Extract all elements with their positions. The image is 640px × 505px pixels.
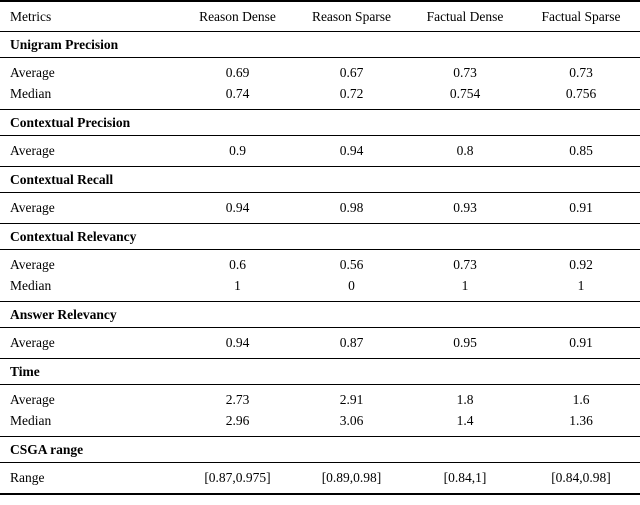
cell-value: 0.95 (453, 335, 477, 350)
cell-value: 0.93 (453, 200, 477, 215)
cell-value: 0.8 (456, 143, 474, 158)
cell-value: 0.91 (569, 335, 593, 350)
cell-value: 0.73 (569, 65, 593, 80)
column-header-factual-dense: Factual Dense (408, 1, 522, 32)
table-row: Average 0.6 0.56 0.73 0.92 (0, 250, 640, 276)
table-header-row: Metrics Reason Dense Reason Sparse Factu… (0, 1, 640, 32)
cell-value: 1.36 (569, 413, 593, 428)
cell-value: 0 (348, 278, 355, 293)
section-title-row: Contextual Precision (0, 109, 640, 136)
cell-value: 1.4 (456, 413, 474, 428)
cell-value: 0.73 (453, 65, 477, 80)
cell-value: 1 (577, 278, 585, 293)
row-label: Range (10, 470, 45, 485)
cell-value: 0.94 (339, 143, 364, 158)
cell-value: 0.67 (339, 65, 364, 80)
cell-value: 1.8 (456, 392, 474, 407)
section-title: Contextual Recall (0, 166, 640, 193)
cell-value: 0.72 (339, 86, 364, 101)
cell-value: 2.73 (225, 392, 250, 407)
table-row: Average 0.94 0.98 0.93 0.91 (0, 193, 640, 224)
cell-value: 0.73 (453, 257, 477, 272)
cell-value: 0.98 (339, 200, 364, 215)
column-header-reason-dense: Reason Dense (180, 1, 295, 32)
cell-value: 0.94 (225, 200, 250, 215)
section-unigram-precision: Unigram Precision Average 0.69 0.67 0.73… (0, 31, 640, 110)
table-row: Median 0.74 0.72 0.754 0.756 (0, 83, 640, 110)
section-title-row: Contextual Recall (0, 166, 640, 193)
cell-value: 0.92 (569, 257, 593, 272)
column-header-factual-sparse: Factual Sparse (522, 1, 640, 32)
row-label: Median (10, 413, 52, 428)
cell-value: [0.84,0.98] (551, 470, 611, 485)
row-label: Median (10, 278, 52, 293)
cell-value: 1 (461, 278, 469, 293)
row-label: Median (10, 86, 52, 101)
section-title: Time (0, 358, 640, 385)
cell-value: 1 (234, 278, 241, 293)
section-csga-range: CSGA range Range [0.87,0.975] [0.89,0.98… (0, 436, 640, 495)
cell-value: [0.84,1] (443, 470, 487, 485)
section-title-row: Contextual Relevancy (0, 223, 640, 250)
section-answer-relevancy: Answer Relevancy Average 0.94 0.87 0.95 … (0, 301, 640, 359)
row-label: Average (10, 65, 55, 80)
table-row: Average 2.73 2.91 1.8 1.6 (0, 385, 640, 411)
section-contextual-relevancy: Contextual Relevancy Average 0.6 0.56 0.… (0, 223, 640, 302)
row-label: Average (10, 335, 55, 350)
section-title-row: Time (0, 358, 640, 385)
section-contextual-precision: Contextual Precision Average 0.9 0.94 0.… (0, 109, 640, 167)
row-label: Average (10, 392, 55, 407)
column-header-metrics: Metrics (0, 1, 180, 32)
row-label: Average (10, 257, 55, 272)
cell-value: 2.96 (225, 413, 250, 428)
cell-value: 0.87 (339, 335, 364, 350)
cell-value: 0.91 (569, 200, 593, 215)
cell-value: 0.56 (339, 257, 364, 272)
cell-value: 0.6 (229, 257, 246, 272)
section-contextual-recall: Contextual Recall Average 0.94 0.98 0.93… (0, 166, 640, 224)
cell-value: 0.74 (225, 86, 250, 101)
table-header: Metrics Reason Dense Reason Sparse Factu… (0, 1, 640, 32)
cell-value: 3.06 (339, 413, 364, 428)
cell-value: [0.87,0.975] (204, 470, 271, 485)
cell-value: 2.91 (339, 392, 364, 407)
section-time: Time Average 2.73 2.91 1.8 1.6 Median 2.… (0, 358, 640, 437)
table-row: Median 2.96 3.06 1.4 1.36 (0, 410, 640, 437)
section-title: CSGA range (0, 436, 640, 463)
section-title: Answer Relevancy (0, 301, 640, 328)
cell-value: 0.9 (229, 143, 246, 158)
cell-value: 0.69 (225, 65, 250, 80)
section-title-row: CSGA range (0, 436, 640, 463)
cell-value: 0.754 (449, 86, 481, 101)
cell-value: [0.89,0.98] (321, 470, 382, 485)
cell-value: 0.94 (225, 335, 250, 350)
section-title-row: Answer Relevancy (0, 301, 640, 328)
section-title: Contextual Precision (0, 109, 640, 136)
table-row: Median 1 0 1 1 (0, 275, 640, 302)
column-header-reason-sparse: Reason Sparse (295, 1, 408, 32)
table-row: Average 0.94 0.87 0.95 0.91 (0, 328, 640, 359)
table-row: Average 0.9 0.94 0.8 0.85 (0, 136, 640, 167)
row-label: Average (10, 200, 55, 215)
table-row: Average 0.69 0.67 0.73 0.73 (0, 58, 640, 84)
section-title-row: Unigram Precision (0, 31, 640, 58)
cell-value: 0.85 (569, 143, 593, 158)
cell-value: 0.756 (565, 86, 597, 101)
table-row: Range [0.87,0.975] [0.89,0.98] [0.84,1] … (0, 463, 640, 495)
section-title: Unigram Precision (0, 31, 640, 58)
section-title: Contextual Relevancy (0, 223, 640, 250)
row-label: Average (10, 143, 55, 158)
cell-value: 1.6 (572, 392, 590, 407)
